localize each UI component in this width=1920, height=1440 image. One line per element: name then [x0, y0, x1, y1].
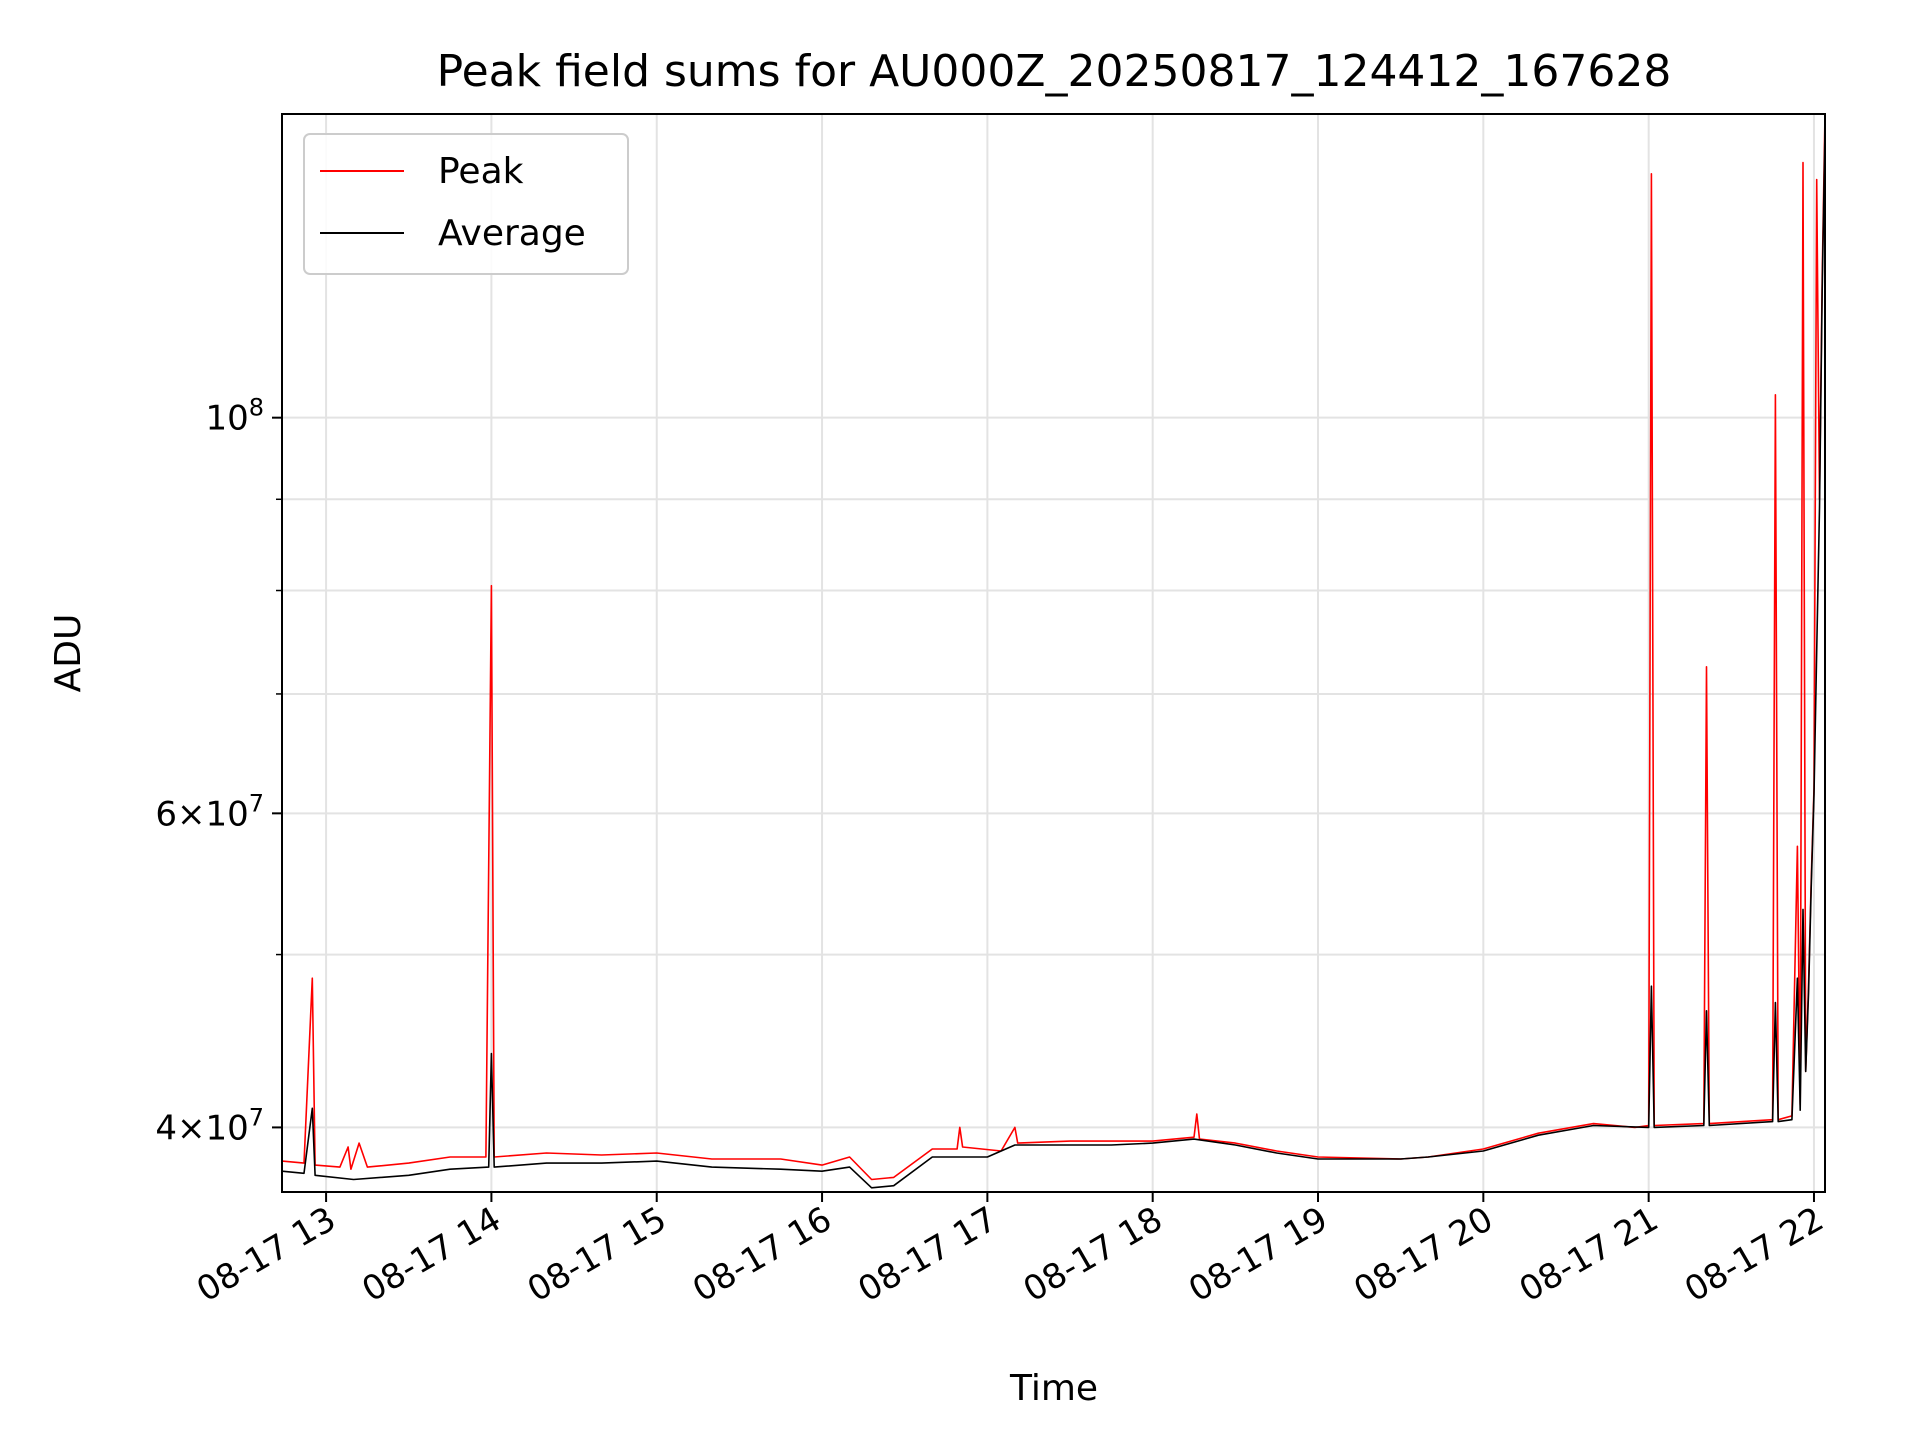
y-tick-exponent: 7: [249, 1103, 264, 1131]
series-line-peak: [282, 114, 1825, 1181]
y-tick-base: 10: [205, 399, 248, 439]
y-axis-label: ADU: [48, 614, 89, 693]
y-tick-base: 10: [205, 794, 248, 834]
y-tick-mantissa: 4: [155, 1108, 177, 1148]
y-tick-label: 108: [205, 394, 264, 439]
y-tick-label: 4×107: [155, 1103, 264, 1148]
y-tick-exponent: 8: [249, 394, 264, 422]
y-tick-exponent: 7: [249, 789, 264, 817]
legend-label-average: Average: [438, 213, 586, 254]
y-tick-label: 6×107: [155, 789, 264, 834]
y-tick-mantissa: 6: [155, 794, 177, 834]
series-line-average: [282, 129, 1825, 1189]
plot-frame: [281, 113, 1826, 1193]
legend: Peak Average: [303, 133, 629, 275]
legend-box: [303, 133, 629, 275]
data-series: [282, 114, 1825, 1189]
y-tick-base: 10: [205, 1108, 248, 1148]
chart-title: Peak field sums for AU000Z_20250817_1244…: [437, 46, 1672, 97]
y-tick-times-sign: ×: [177, 1108, 206, 1148]
x-axis-label: Time: [1009, 1368, 1098, 1409]
y-tick-times-sign: ×: [177, 794, 206, 834]
legend-label-peak: Peak: [438, 151, 524, 192]
